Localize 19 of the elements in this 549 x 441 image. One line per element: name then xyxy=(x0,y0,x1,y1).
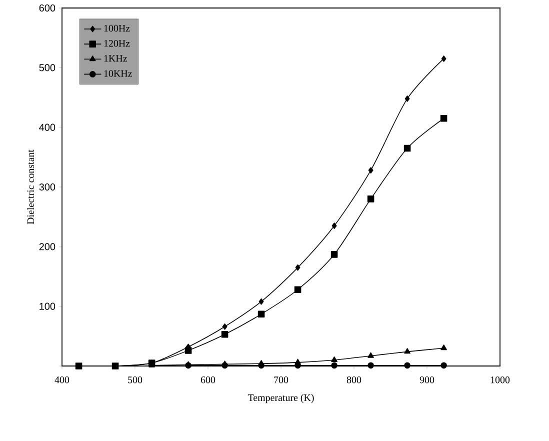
legend-label: 100Hz xyxy=(104,24,130,32)
y-tick-label: 100 xyxy=(40,302,56,310)
y-tick-label: 200 xyxy=(39,243,56,250)
y-tick-label: 300 xyxy=(39,183,56,191)
x-tick-label: 700 xyxy=(274,376,288,384)
x-tick-label: 400 xyxy=(54,376,70,384)
x-tick-label: 800 xyxy=(346,376,362,384)
y-tick-label: 400 xyxy=(39,124,56,131)
y-tick-label: 500 xyxy=(39,64,56,72)
y-tick-label: 600 xyxy=(39,4,56,12)
legend-label: 10KHz xyxy=(104,70,132,77)
x-tick-label: 500 xyxy=(128,376,142,384)
x-tick-label: 600 xyxy=(200,376,216,384)
legend-label: 1KHz xyxy=(104,55,128,62)
x-tick-label: 1000 xyxy=(490,376,510,384)
legend-label: 120Hz xyxy=(104,40,130,47)
x-axis-title: Temperature (K) xyxy=(248,394,314,404)
y-axis-title: Dielectric constant xyxy=(27,150,34,224)
x-tick-label: 900 xyxy=(420,376,434,384)
